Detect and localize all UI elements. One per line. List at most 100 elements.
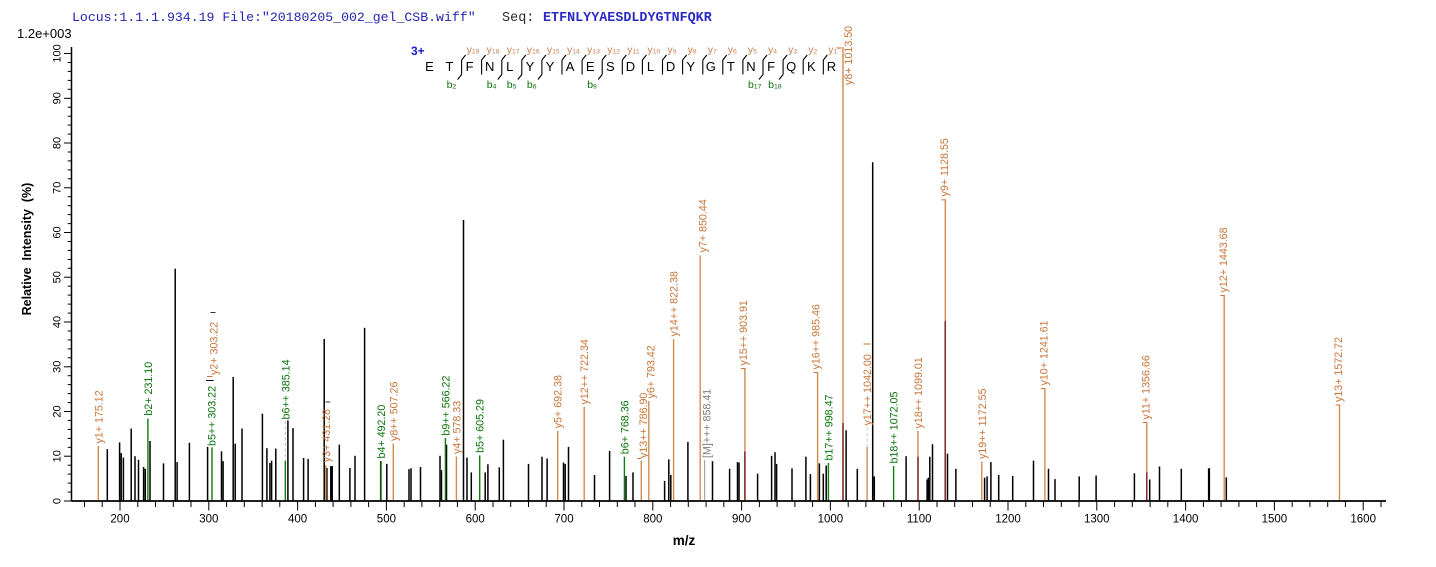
svg-text:200: 200: [110, 514, 129, 526]
svg-text:Locus:1.1.1.934.19 File:"20180: Locus:1.1.1.934.19 File:"20180205_002_ge…: [72, 10, 476, 25]
svg-text:50: 50: [52, 271, 64, 283]
svg-text:1500: 1500: [1262, 514, 1288, 526]
svg-text:A: A: [566, 59, 575, 74]
svg-text:b5++ 303.22: b5++ 303.22: [206, 386, 218, 446]
svg-text:y19++ 1172.55: y19++ 1172.55: [977, 388, 989, 459]
svg-text:Seq:: Seq:: [502, 11, 534, 26]
svg-text:y7: y7: [708, 44, 717, 56]
svg-text:60: 60: [52, 226, 64, 238]
svg-text:y16++ 985.46: y16++ 985.46: [811, 304, 823, 369]
svg-text:1300: 1300: [1084, 514, 1110, 526]
svg-text:b2+ 231.10: b2+ 231.10: [143, 362, 155, 416]
svg-text:F: F: [466, 59, 474, 74]
svg-text:b9++ 566.22: b9++ 566.22: [440, 376, 452, 436]
svg-text:y10+ 1241.61: y10+ 1241.61: [1038, 320, 1050, 385]
svg-text:T: T: [446, 59, 454, 74]
svg-text:100: 100: [52, 44, 64, 62]
svg-text:1400: 1400: [1173, 514, 1199, 526]
svg-text:y7+ 850.44: y7+ 850.44: [698, 199, 710, 252]
svg-text:b9: b9: [587, 79, 597, 91]
svg-text:T: T: [727, 59, 735, 74]
svg-text:y15++ 903.91: y15++ 903.91: [738, 300, 750, 365]
svg-text:Q: Q: [786, 59, 796, 74]
svg-text:y12++ 722.34: y12++ 722.34: [579, 339, 591, 404]
svg-text:700: 700: [554, 514, 573, 526]
svg-text:y4+ 578.33: y4+ 578.33: [451, 401, 463, 454]
svg-text:300: 300: [199, 514, 218, 526]
svg-text:y9+ 1128.55: y9+ 1128.55: [939, 138, 951, 196]
svg-text:10: 10: [52, 450, 64, 462]
svg-text:b6+ 768.36: b6+ 768.36: [619, 400, 631, 454]
svg-text:y8: y8: [688, 44, 697, 56]
svg-text:R: R: [827, 59, 836, 74]
svg-text:1000: 1000: [818, 514, 844, 526]
svg-text:y17++ 1042.00: y17++ 1042.00: [862, 354, 874, 425]
svg-text:[M]+++ 858.41: [M]+++ 858.41: [702, 389, 714, 458]
svg-text:N: N: [485, 59, 494, 74]
svg-text:y13++ 786.90: y13++ 786.90: [638, 393, 650, 458]
svg-text:40: 40: [52, 316, 64, 328]
svg-text:70: 70: [52, 182, 64, 194]
svg-text:800: 800: [643, 514, 662, 526]
svg-text:L: L: [647, 59, 654, 74]
svg-text:30: 30: [52, 361, 64, 373]
svg-text:b5+ 605.29: b5+ 605.29: [475, 399, 487, 453]
svg-text:1.2e+003: 1.2e+003: [17, 26, 72, 41]
svg-text:Relative Intensity (%): Relative Intensity (%): [20, 183, 34, 316]
svg-text:b6: b6: [527, 79, 537, 91]
svg-text:ETFNLYYAESDLDYGTNFQKR: ETFNLYYAESDLDYGTNFQKR: [543, 11, 713, 26]
svg-text:b18++ 1072.05: b18++ 1072.05: [889, 392, 901, 464]
svg-text:D: D: [626, 59, 635, 74]
svg-text:y6+ 793.42: y6+ 793.42: [646, 345, 658, 398]
svg-text:90: 90: [52, 92, 64, 104]
svg-text:y1: y1: [828, 44, 837, 56]
svg-text:80: 80: [52, 137, 64, 149]
svg-text:y4: y4: [768, 44, 777, 56]
svg-text:y5+ 692.38: y5+ 692.38: [553, 375, 565, 428]
svg-text:F: F: [767, 59, 775, 74]
svg-text:0: 0: [52, 498, 64, 504]
svg-text:D: D: [666, 59, 675, 74]
svg-text:3+: 3+: [411, 44, 425, 58]
svg-text:500: 500: [377, 514, 396, 526]
svg-text:E: E: [586, 59, 595, 74]
svg-text:N: N: [746, 59, 755, 74]
svg-text:b17++ 998.47: b17++ 998.47: [823, 394, 835, 460]
svg-text:y1+ 175.12: y1+ 175.12: [93, 390, 105, 443]
svg-text:1200: 1200: [995, 514, 1021, 526]
svg-text:y5: y5: [748, 44, 757, 56]
svg-text:K: K: [807, 59, 816, 74]
svg-text:y2+ 303.22: y2+ 303.22: [209, 322, 221, 375]
svg-text:E: E: [425, 59, 434, 74]
svg-text:Y: Y: [686, 59, 695, 74]
svg-text:y9: y9: [668, 44, 677, 56]
svg-text:L: L: [506, 59, 513, 74]
svg-text:G: G: [706, 59, 716, 74]
svg-text:y11+ 1356.66: y11+ 1356.66: [1140, 355, 1152, 419]
svg-text:1100: 1100: [907, 514, 932, 526]
svg-text:y18++ 1099.01: y18++ 1099.01: [913, 357, 925, 428]
svg-text:y2: y2: [808, 44, 817, 56]
svg-text:y3: y3: [788, 44, 797, 56]
svg-text:m/z: m/z: [673, 533, 696, 548]
svg-text:y6: y6: [728, 44, 737, 56]
svg-text:S: S: [606, 59, 615, 74]
svg-text:Y: Y: [526, 59, 535, 74]
svg-text:b5: b5: [507, 79, 517, 91]
svg-text:y3+ 431.28: y3+ 431.28: [321, 409, 333, 462]
svg-text:400: 400: [288, 514, 307, 526]
svg-text:600: 600: [466, 514, 485, 526]
svg-text:y8+ 1013.50: y8+ 1013.50: [843, 26, 855, 85]
svg-text:1600: 1600: [1350, 514, 1376, 526]
svg-text:b4: b4: [487, 79, 497, 91]
svg-text:b6++ 385.14: b6++ 385.14: [280, 359, 292, 419]
svg-text:Y: Y: [546, 59, 555, 74]
svg-text:b2: b2: [447, 79, 457, 91]
svg-text:900: 900: [732, 514, 751, 526]
svg-text:y13+ 1572.72: y13+ 1572.72: [1333, 337, 1345, 402]
svg-text:y14++ 822.38: y14++ 822.38: [669, 271, 681, 336]
svg-text:20: 20: [52, 405, 64, 417]
svg-text:b4+ 492.20: b4+ 492.20: [376, 405, 388, 459]
svg-text:y8++ 507.26: y8++ 507.26: [388, 382, 400, 441]
svg-text:y12+ 1443.68: y12+ 1443.68: [1218, 227, 1230, 292]
